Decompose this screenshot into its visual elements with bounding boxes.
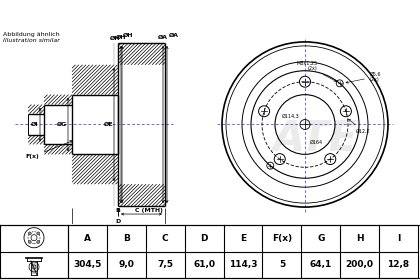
Text: 304,5: 304,5 <box>73 260 102 269</box>
Text: 7,5: 7,5 <box>157 260 173 269</box>
Text: 24.0109-0151.1: 24.0109-0151.1 <box>109 8 244 22</box>
Text: ØI: ØI <box>32 122 39 127</box>
Bar <box>68 225 418 278</box>
Text: ØH: ØH <box>110 36 120 40</box>
Text: 64,1: 64,1 <box>310 260 332 269</box>
Text: F(x): F(x) <box>25 141 73 159</box>
Text: F(x): F(x) <box>272 234 292 243</box>
Text: Ø12,2: Ø12,2 <box>349 119 370 134</box>
Text: 5: 5 <box>279 260 285 269</box>
Text: ØA: ØA <box>169 32 179 38</box>
Text: 61,0: 61,0 <box>193 260 215 269</box>
Text: D: D <box>116 220 121 225</box>
Text: ØH: ØH <box>123 32 134 38</box>
Text: B: B <box>123 234 130 243</box>
Text: M8x1,25
(2x): M8x1,25 (2x) <box>297 60 337 82</box>
Circle shape <box>37 241 40 244</box>
Text: ØH: ØH <box>116 35 126 40</box>
Text: C (MTH): C (MTH) <box>135 207 163 213</box>
Text: 409151: 409151 <box>287 8 351 22</box>
Text: ØG: ØG <box>57 122 67 127</box>
Text: ØE: ØE <box>103 122 113 127</box>
Circle shape <box>28 241 31 244</box>
Text: D: D <box>200 234 208 243</box>
Text: 114,3: 114,3 <box>229 260 257 269</box>
Text: C: C <box>162 234 168 243</box>
Text: Ø114,3: Ø114,3 <box>282 114 300 119</box>
Text: ATE: ATE <box>273 118 357 160</box>
Text: A: A <box>84 234 91 243</box>
Text: Ø164: Ø164 <box>310 140 323 145</box>
Text: ØA: ØA <box>158 35 168 40</box>
Text: H: H <box>356 234 363 243</box>
Text: G: G <box>317 234 325 243</box>
Text: Abbildung ähnlich: Abbildung ähnlich <box>3 32 60 37</box>
Circle shape <box>28 232 31 235</box>
Text: 9,0: 9,0 <box>118 260 134 269</box>
Text: B: B <box>116 207 121 213</box>
Text: 12,8: 12,8 <box>388 260 410 269</box>
Text: 200,0: 200,0 <box>346 260 374 269</box>
Text: I: I <box>397 234 400 243</box>
Text: Illustration similar: Illustration similar <box>3 38 60 43</box>
Text: Ø5,6
(2x): Ø5,6 (2x) <box>346 71 381 83</box>
Circle shape <box>37 232 40 235</box>
Text: E: E <box>240 234 246 243</box>
